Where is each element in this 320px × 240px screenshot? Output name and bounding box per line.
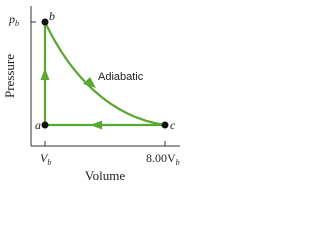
point-a bbox=[41, 121, 49, 129]
arrow-bc bbox=[83, 77, 96, 88]
x-tick-label: 8.00Vb bbox=[146, 151, 180, 167]
arrow-ca bbox=[90, 120, 102, 130]
y-tick-label: pb bbox=[8, 12, 19, 28]
x-tick-label: Vb bbox=[40, 151, 51, 167]
point-label: c bbox=[170, 118, 176, 132]
x-axis-label: Volume bbox=[85, 168, 125, 183]
process-bc bbox=[44, 21, 166, 127]
point-b bbox=[41, 18, 49, 26]
process-label: Adiabatic bbox=[98, 71, 144, 83]
point-label: b bbox=[49, 9, 55, 23]
point-c bbox=[161, 121, 169, 129]
point-label: a bbox=[35, 118, 41, 132]
pv-diagram: a b c Adiabatic pb Vb 8.00Vb Volume Pres… bbox=[2, 6, 180, 183]
arrow-ab bbox=[40, 68, 50, 80]
y-axis-label: Pressure bbox=[2, 54, 17, 98]
